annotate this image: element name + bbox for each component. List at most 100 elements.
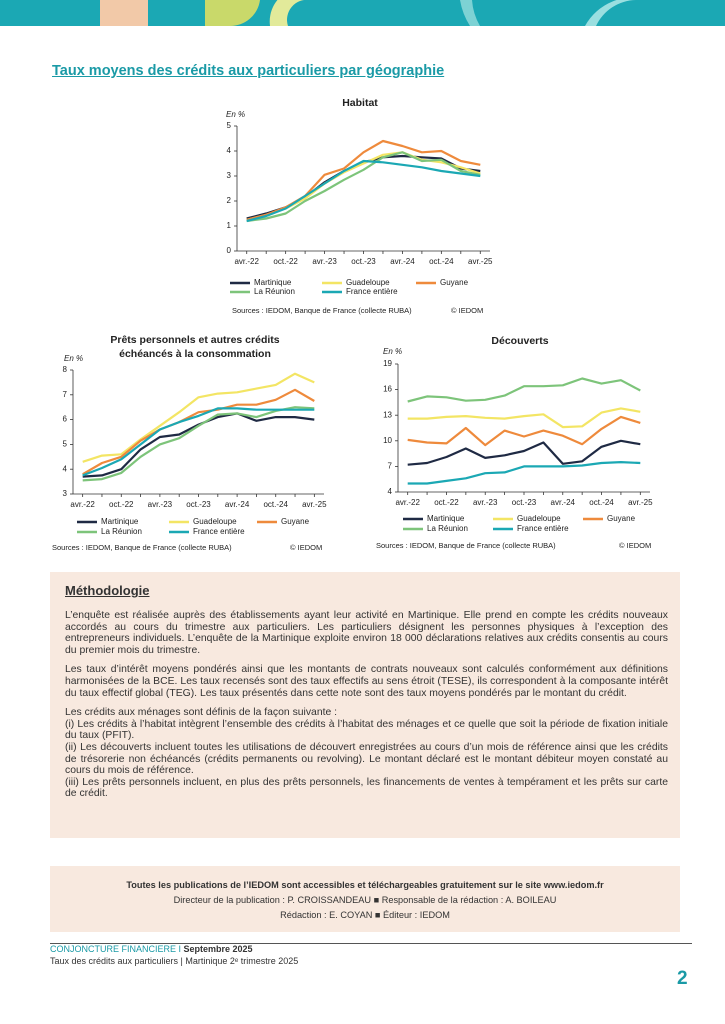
x-tick-label: oct.-22 [434,498,459,507]
chart-title: Découverts [491,335,548,347]
unit-label: En % [64,354,83,363]
text-line: Les taux d’intérêt moyens pondérés ainsi… [65,664,668,699]
y-tick-label: 4 [227,146,232,155]
paragraph: Les taux d’intérêt moyens pondérés ainsi… [65,664,668,699]
legend-label: Guyane [440,278,469,287]
y-tick-label: 3 [227,171,232,180]
legend-label: France entière [193,527,245,536]
series-line [407,461,641,485]
series-line [407,415,641,447]
x-tick-label: avr.-25 [468,257,493,266]
y-tick-label: 2 [227,196,232,205]
publication: CONJONCTURE FINANCIERE I [50,944,184,954]
y-tick-label: 13 [383,410,392,419]
y-tick-label: 0 [227,246,232,255]
legend-label: Guadeloupe [346,278,390,287]
series-line [82,407,315,477]
credits-line: Toutes les publications de l’IEDOM sont … [126,880,604,890]
credits-box: Toutes les publications de l’IEDOM sont … [50,866,680,932]
y-tick-label: 3 [63,489,68,498]
source: Sources : IEDOM, Banque de France (colle… [52,543,232,552]
y-tick-label: 1 [227,221,232,230]
series-line [82,372,315,463]
x-tick-label: oct.-24 [589,498,614,507]
y-tick-label: 4 [388,487,393,496]
series-line [246,139,481,221]
footer-rule [50,943,692,944]
legend-label: Guadeloupe [193,517,237,526]
legend-label: Guadeloupe [517,514,561,523]
source: Sources : IEDOM, Banque de France (colle… [376,541,556,550]
x-tick-label: avr.-24 [225,500,250,509]
y-tick-label: 10 [383,436,392,445]
legend-label: France entière [517,524,569,533]
page-number: 2 [677,968,688,989]
x-tick-label: avr.-24 [551,498,576,507]
unit-label: En % [383,347,402,356]
y-tick-label: 5 [63,440,68,449]
text-line: (iii) Les prêts personnels incluent, en … [65,776,668,800]
text-line: Les crédits aux ménages sont définis de … [65,707,338,719]
legend-label: La Réunion [254,287,295,296]
chart-title: Prêts personnels et autres crédits [110,334,279,346]
unit-label: En % [226,110,245,119]
x-tick-label: avr.-23 [148,500,173,509]
x-tick-label: avr.-22 [70,500,95,509]
series-line [246,151,481,223]
paragraph: Les crédits aux ménages sont définis de … [65,707,668,800]
x-tick-label: avr.-25 [302,500,327,509]
copyright: © IEDOM [451,306,483,315]
x-tick-label: oct.-23 [512,498,537,507]
legend-label: Martinique [427,514,465,523]
chart-title: échéancés à la consommation [119,348,271,360]
legend-label: Martinique [254,278,292,287]
section-title: Taux moyens des crédits aux particuliers… [52,63,445,79]
y-tick-label: 4 [63,464,68,473]
paragraph: L’enquête est réalisée auprès des établi… [65,610,668,656]
x-tick-label: oct.-24 [263,500,288,509]
methodology-box: Méthodologie L’enquête est réalisée aupr… [50,572,680,838]
y-tick-label: 5 [227,121,232,130]
credits-line: Directeur de la publication : P. CROISSA… [173,895,557,905]
x-tick-label: avr.-22 [234,257,259,266]
legend-label: France entière [346,287,398,296]
text-line: L’enquête est réalisée auprès des établi… [65,610,668,656]
series-line [82,388,315,476]
y-tick-label: 8 [63,365,68,374]
x-tick-label: avr.-22 [395,498,420,507]
legend-label: Martinique [101,517,139,526]
legend-label: La Réunion [101,527,142,536]
x-tick-label: avr.-25 [628,498,653,507]
series-line [407,407,641,429]
y-tick-label: 6 [63,415,68,424]
x-tick-label: oct.-22 [273,257,298,266]
series-line [407,377,641,403]
x-tick-label: oct.-22 [109,500,134,509]
source: Sources : IEDOM, Banque de France (colle… [232,306,412,315]
text-line: (ii) Les découverts incluent toutes les … [65,741,668,777]
x-tick-label: avr.-23 [312,257,337,266]
series-line [82,412,315,478]
chart-title: Habitat [342,97,378,109]
series-line [407,439,641,466]
series-line [82,406,315,482]
legend-label: Guyane [607,514,636,523]
methodology-title: Méthodologie [65,583,150,598]
legend-label: La Réunion [427,524,468,533]
y-tick-label: 16 [383,385,392,394]
y-tick-label: 7 [388,462,393,471]
copyright: © IEDOM [290,543,322,552]
y-tick-label: 7 [63,390,68,399]
legend-label: Guyane [281,517,310,526]
header-band [0,0,725,27]
charts: Habitat En % 0 1 2 3 4 5 avr.-22 oct.-22 avr.-23 oc… [52,97,653,552]
methodology-body: L’enquête est réalisée auprès des établi… [65,610,668,808]
copyright: © IEDOM [619,541,651,550]
date: Septembre 2025 [183,944,253,954]
x-tick-label: avr.-23 [473,498,498,507]
x-tick-label: oct.-23 [186,500,211,509]
text-line: (i) Les crédits à l’habitat intègrent l’… [65,718,668,742]
x-tick-label: avr.-24 [390,257,415,266]
credits-line: Rédaction : E. COYAN ■ Éditeur : IEDOM [280,910,450,920]
